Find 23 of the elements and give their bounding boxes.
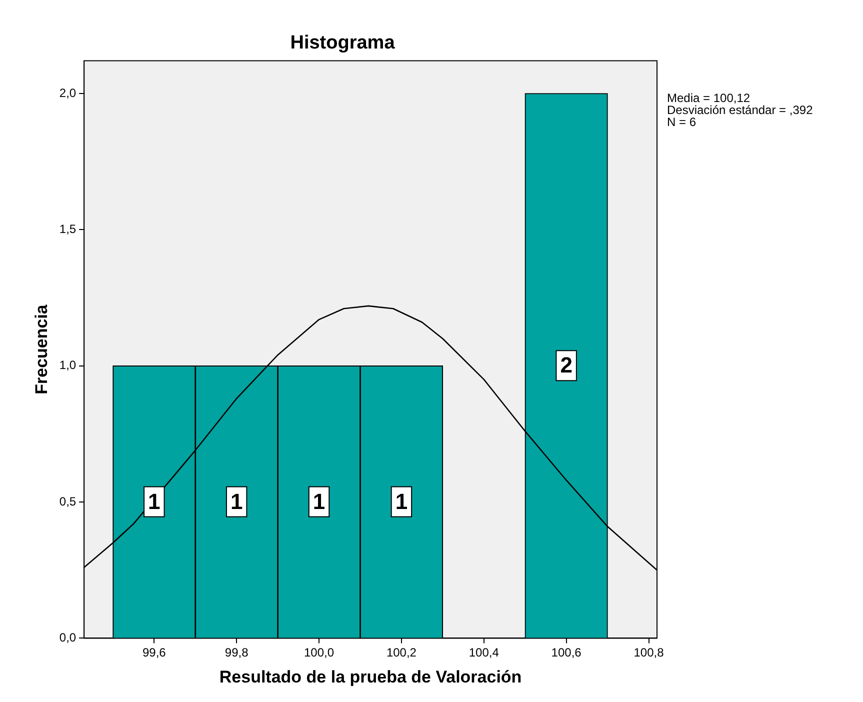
x-axis-title: Resultado de la prueba de Valoración: [219, 667, 522, 686]
data-label: 1: [148, 488, 160, 514]
y-tick-label: 0,5: [59, 494, 76, 508]
x-tick-label: 100,8: [634, 646, 664, 660]
data-label: 1: [395, 488, 408, 514]
data-label: 2: [560, 352, 572, 378]
x-tick-label: 100,4: [468, 646, 500, 660]
x-tick-label: 99,8: [224, 646, 249, 660]
text: Media = 100,12: [667, 91, 750, 106]
text: N = 6: [667, 115, 696, 130]
chart-title: Histograma: [290, 32, 396, 54]
text: Desviación estándar = ,392: [667, 103, 814, 118]
x-tick-label: 99,6: [142, 646, 166, 660]
data-label: 1: [230, 488, 243, 514]
y-axis-title: Frecuencia: [32, 304, 51, 394]
y-tick-label: 0,0: [59, 630, 76, 645]
x-tick-label: 100,2: [386, 646, 417, 660]
data-label: 1: [312, 488, 326, 514]
y-tick-label: 2,0: [59, 86, 76, 100]
x-tick-label: 100,6: [551, 646, 582, 660]
y-tick-label: 1,0: [59, 358, 76, 372]
y-tick-label: 1,5: [59, 222, 76, 236]
x-tick-label: 100,0: [304, 646, 334, 660]
